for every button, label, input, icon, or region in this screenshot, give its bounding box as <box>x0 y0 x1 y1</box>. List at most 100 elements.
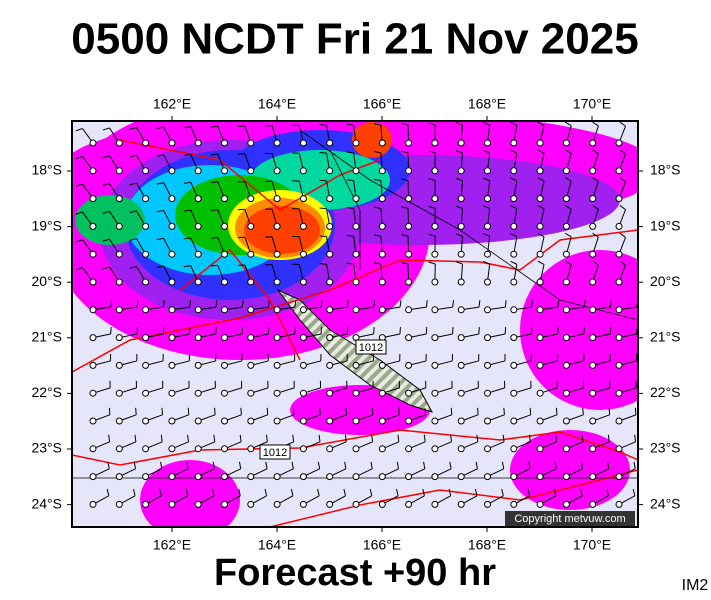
barb-flag <box>396 488 399 496</box>
barb-flag <box>448 488 452 496</box>
barb-flag <box>129 154 137 158</box>
barb-station <box>378 500 386 508</box>
barb-flag <box>369 488 373 496</box>
barb-flag <box>373 178 381 182</box>
image-code: IM2 <box>682 577 709 594</box>
barb-station <box>562 361 570 369</box>
barb-station <box>142 278 150 286</box>
barb-station <box>194 167 202 175</box>
barb-station <box>352 500 360 508</box>
barb-flag <box>537 232 545 238</box>
barb-flag <box>241 300 244 308</box>
barb-station <box>247 334 255 342</box>
barb-flag <box>210 236 218 239</box>
barb-flag <box>75 127 83 132</box>
barb-station <box>457 195 465 203</box>
barb-station <box>615 222 623 230</box>
lat-label: 18°S <box>650 162 681 178</box>
barb-shaft <box>645 127 652 143</box>
barb-flag <box>557 300 560 308</box>
barb-station <box>194 306 202 314</box>
barb-station <box>484 195 491 203</box>
barb-flag <box>483 233 490 237</box>
barb-station <box>221 500 228 508</box>
barb-station <box>536 278 544 286</box>
barb-station <box>642 362 648 368</box>
barb-station <box>299 361 307 369</box>
barb-flag <box>319 207 327 210</box>
barb-station <box>142 417 150 425</box>
barb-station <box>589 361 597 369</box>
barb-flag <box>531 300 533 308</box>
barb-flag <box>183 126 191 129</box>
barb-flag <box>110 300 113 308</box>
barb-station <box>510 473 518 481</box>
barb-flag <box>156 237 164 241</box>
lon-label: 162°E <box>153 537 191 553</box>
barb-flag <box>619 121 626 127</box>
barb-station <box>378 445 386 453</box>
barb-station <box>168 334 176 342</box>
barb-flag <box>291 461 294 469</box>
barb-flag <box>483 205 490 209</box>
barb-flag <box>564 121 572 127</box>
barb-station <box>378 361 386 369</box>
barb-station <box>221 278 228 286</box>
barb-flag <box>607 461 610 469</box>
barb-flag <box>346 262 354 265</box>
barb-flag <box>75 266 83 271</box>
barb-station <box>510 278 518 286</box>
barb-flag <box>346 123 354 126</box>
barb-station <box>378 139 386 147</box>
barb-flag <box>187 407 190 415</box>
barb-flag <box>399 300 402 308</box>
barb-flag <box>319 407 321 415</box>
barb-station <box>273 500 281 508</box>
barb-flag <box>592 204 599 210</box>
barb-flag <box>425 300 428 308</box>
barb-flag <box>564 149 572 154</box>
barb-flag <box>238 488 241 496</box>
barb-flag <box>483 177 490 182</box>
barb-station <box>562 278 570 286</box>
barb-station <box>405 445 413 453</box>
barb-flag <box>401 234 409 237</box>
barb-station <box>221 195 228 203</box>
barb-station <box>405 222 413 230</box>
barb-station <box>510 306 518 314</box>
barb-flag <box>483 121 490 126</box>
barb-station <box>89 361 97 369</box>
barb-station <box>89 195 97 203</box>
barb-station <box>326 389 334 397</box>
barb-station <box>615 250 623 258</box>
barb-flag <box>320 300 323 308</box>
barb-flag <box>264 488 268 496</box>
barb-flag <box>501 461 505 469</box>
barb-station <box>352 222 360 230</box>
barb-flag <box>501 488 504 496</box>
barb-station <box>194 361 202 369</box>
barb-station <box>536 445 544 453</box>
barb-station <box>247 445 255 453</box>
barb-station <box>405 473 413 481</box>
barb-flag <box>455 261 463 265</box>
barb-station <box>299 278 307 286</box>
barb-station <box>562 389 570 397</box>
barb-station <box>247 195 255 203</box>
barb-station <box>168 389 176 397</box>
barb-station <box>115 445 123 453</box>
barb-station <box>352 361 360 369</box>
barb-flag <box>483 149 490 154</box>
barb-station <box>247 167 255 175</box>
barb-flag <box>343 488 346 496</box>
barb-station <box>142 195 150 203</box>
barb-station <box>510 195 518 203</box>
barb-flag <box>619 260 626 266</box>
barb-flag <box>213 434 216 442</box>
barb-station <box>589 139 597 147</box>
barb-flag <box>455 233 463 237</box>
barb-station <box>536 389 544 397</box>
barb-station <box>615 334 623 342</box>
barb-station <box>221 417 228 425</box>
